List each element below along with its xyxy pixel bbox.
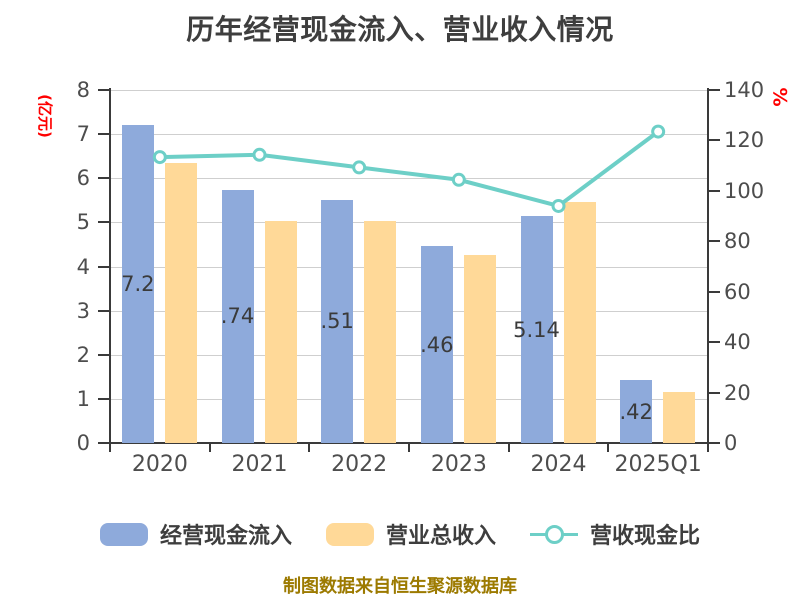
revenue-bar (663, 392, 696, 443)
x-axis-tick (507, 443, 510, 452)
gridline (110, 398, 708, 400)
gridline (110, 310, 708, 312)
x-axis-tick (607, 443, 610, 452)
cash-inflow-bar-label: .42 (619, 399, 653, 424)
x-axis-tick (109, 443, 111, 452)
right-axis-tick (708, 290, 720, 293)
ratio-line-marker (152, 150, 167, 165)
x-axis-category-label: 2023 (430, 452, 487, 477)
cash-inflow-bar (221, 189, 254, 443)
right-axis-tick-label: 140 (724, 78, 765, 102)
ratio-line-marker (352, 160, 367, 175)
gridline (110, 354, 708, 356)
y-axis-tick-label: 3 (76, 298, 90, 323)
y-axis-tick-label: 0 (76, 431, 90, 455)
right-axis-tick (708, 139, 720, 142)
cash-inflow-swatch-icon (99, 522, 148, 546)
gridline (110, 134, 708, 136)
cash-inflow-bar-label: .46 (420, 332, 454, 357)
right-axis-tick-label: 120 (724, 128, 765, 153)
y-axis-tick-label: 7 (76, 122, 90, 147)
right-axis-tick-label: 0 (724, 431, 738, 455)
legend-label-revenue: 营业总收入 (385, 524, 496, 549)
chart-title: 历年经营现金流入、营业收入情况 (186, 13, 614, 46)
cash-inflow-bar (620, 380, 653, 443)
revenue-bar (364, 220, 397, 443)
ratio-line-marker (651, 124, 666, 139)
ratio-line-marker (252, 147, 267, 162)
right-axis-tick (708, 442, 720, 444)
y-axis-tick (98, 221, 110, 224)
gridline (110, 178, 708, 180)
data-source-note: 制图数据来自恒生聚源数据库 (283, 576, 517, 597)
right-axis-tick-label: 40 (724, 330, 751, 355)
y-axis-tick-label: 1 (76, 386, 90, 411)
y-axis-tick (98, 177, 110, 180)
x-axis-category-label: 2022 (331, 452, 388, 477)
x-axis-tick (707, 443, 709, 452)
right-axis-tick (708, 189, 720, 192)
cash-inflow-bar (420, 246, 453, 443)
ratio-line-marker (551, 198, 566, 213)
revenue-swatch-icon (325, 522, 374, 546)
cash-inflow-bar-label: .51 (320, 309, 354, 334)
gridline (110, 90, 708, 91)
ratio-line-marker-icon (530, 523, 578, 546)
gridline (110, 266, 708, 268)
right-axis-tick (708, 89, 720, 91)
legend-label-ratio: 营收现金比 (590, 524, 701, 549)
right-axis-tick (708, 240, 720, 243)
revenue-bar (563, 201, 596, 443)
y-axis-tick (98, 309, 110, 312)
cash-inflow-bar-label: 7.2 (121, 272, 155, 297)
revenue-bar (164, 162, 197, 443)
y-axis-line (109, 88, 111, 445)
x-axis-tick (208, 443, 211, 452)
y-axis-tick-label: 4 (76, 254, 90, 279)
x-axis-tick (408, 443, 410, 452)
y-axis-tick (98, 89, 110, 91)
y-axis-tick-label: 6 (76, 166, 90, 191)
y-axis-tick (98, 133, 110, 136)
right-axis-tick (708, 391, 720, 394)
ratio-line-marker (451, 172, 466, 187)
y-axis-tick-label: 2 (76, 342, 90, 367)
y-axis-tick (98, 397, 110, 400)
y-axis-tick-label: 5 (76, 210, 90, 235)
gridline (110, 222, 708, 224)
x-axis-category-label: 2024 (530, 452, 587, 477)
right-axis-tick (708, 341, 720, 344)
legend-label-cash-inflow: 经营现金流入 (159, 524, 292, 549)
right-axis-line (707, 88, 709, 445)
cash-inflow-bar (520, 216, 553, 443)
y-axis-tick (98, 353, 110, 356)
cash-inflow-bar (121, 125, 154, 443)
cash-inflow-bar (321, 199, 354, 443)
cash-inflow-bar-label: .74 (220, 304, 255, 329)
right-axis-tick-label: 20 (724, 380, 751, 405)
x-axis-category-label: 2025Q1 (614, 452, 702, 477)
legend-item-cash-inflow: 经营现金流入 (99, 518, 292, 550)
right-axis-tick-label: 60 (724, 279, 751, 304)
x-axis-category-label: 2020 (131, 452, 188, 477)
right-axis-tick-label: 100 (724, 178, 765, 203)
revenue-bar (264, 221, 297, 443)
y-axis-tick (98, 442, 110, 444)
legend-item-ratio: 营收现金比 (530, 518, 700, 550)
y-axis-tick (98, 265, 110, 268)
cash-inflow-bar-label: 5.14 (513, 317, 560, 342)
legend: 经营现金流入 营业总收入 营收现金比 (0, 518, 800, 550)
legend-item-revenue: 营业总收入 (325, 518, 496, 550)
revenue-bar (463, 254, 496, 443)
x-axis-category-label: 2021 (231, 452, 288, 477)
x-axis-tick (308, 443, 311, 452)
right-axis-tick-label: 80 (724, 229, 751, 254)
y-axis-tick-label: 8 (76, 78, 90, 102)
